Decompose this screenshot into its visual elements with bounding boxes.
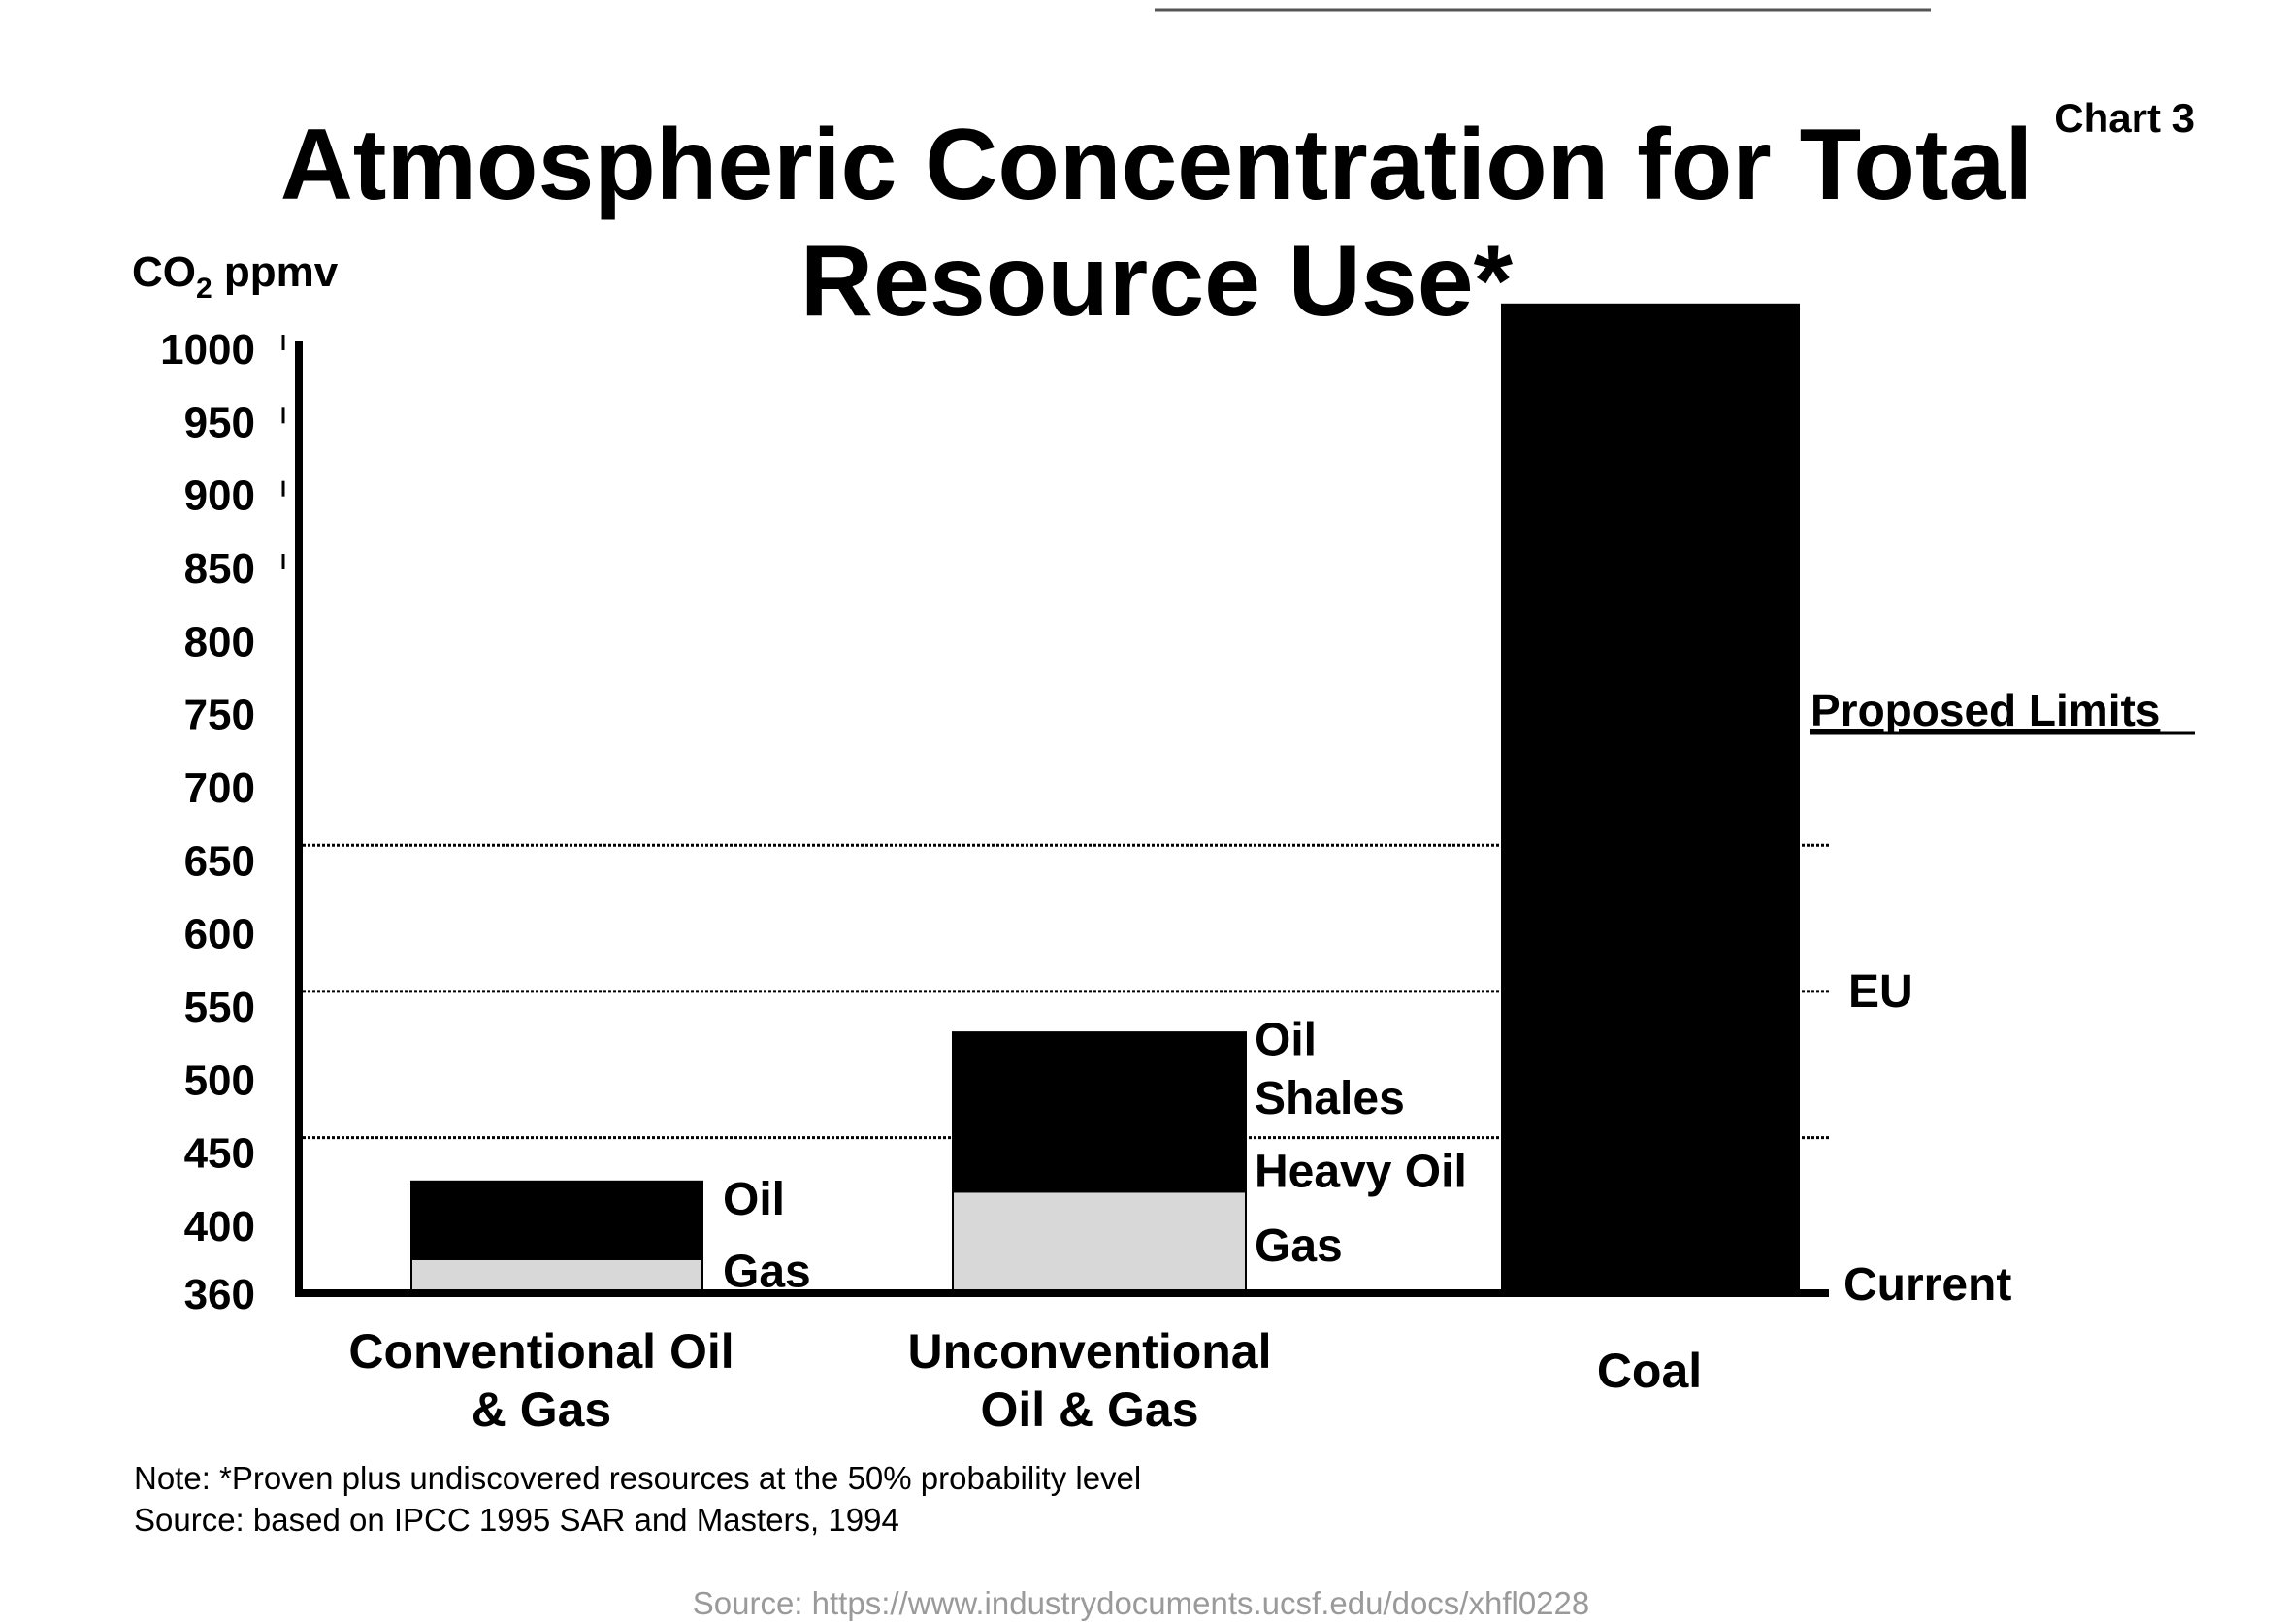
current-baseline-label: Current xyxy=(1843,1259,2011,1311)
segment-label: Oil xyxy=(1255,1015,1317,1066)
y-tick-label: 850 xyxy=(184,545,255,593)
chart-title-line-2: Resource Use* xyxy=(800,225,1514,338)
y-axis-label-main: CO xyxy=(132,248,196,296)
bar-segment xyxy=(1501,303,1800,1294)
category-label: Conventional Oil xyxy=(348,1324,734,1379)
y-tick-label: 1000 xyxy=(160,326,255,374)
segment-label: Heavy Oil xyxy=(1255,1146,1467,1197)
category-label: Unconventional xyxy=(907,1324,1271,1379)
y-tick-label: 650 xyxy=(184,837,255,885)
chart-number-label: Chart 3 xyxy=(2054,95,2195,141)
category-label: Coal xyxy=(1597,1344,1702,1398)
y-axis-ticks: 1000 950 900 850 800 750 700 650 600 550 500 450 400… xyxy=(160,326,285,1318)
bar-segment xyxy=(410,1180,703,1261)
document-source-url: Source: https://www.industrydocuments.uc… xyxy=(693,1585,1589,1621)
segment-label: Gas xyxy=(1255,1220,1343,1272)
y-axis-label-subscript: 2 xyxy=(196,273,212,305)
bar-segment xyxy=(952,1190,1247,1295)
source-note: Source: based on IPCC 1995 SAR and Maste… xyxy=(134,1502,899,1538)
bars xyxy=(410,303,1800,1295)
y-tick-label: 750 xyxy=(184,692,255,739)
y-axis-label: CO2 ppmv xyxy=(132,248,339,305)
y-tick-label: 600 xyxy=(184,911,255,958)
y-tick-label: 500 xyxy=(184,1056,255,1104)
chart-title-line-1: Atmospheric Concentration for Total xyxy=(280,109,2034,221)
y-tick-label: 360 xyxy=(184,1271,255,1318)
y-axis-label-unit: ppmv xyxy=(212,248,339,296)
y-tick-label: 700 xyxy=(184,764,255,812)
y-tick-label: 550 xyxy=(184,984,255,1031)
reference-line-label: EU xyxy=(1848,966,1913,1018)
segment-label: Oil xyxy=(723,1174,785,1225)
y-tick-label: 800 xyxy=(184,618,255,666)
segment-label: Gas xyxy=(723,1246,811,1297)
bar-segment xyxy=(410,1258,703,1294)
bar-segment xyxy=(952,1031,1247,1193)
y-tick-label: 400 xyxy=(184,1203,255,1250)
category-label: & Gas xyxy=(472,1382,612,1437)
segment-label: Shales xyxy=(1255,1073,1405,1124)
segment-labels: Oil Gas Oil Shales Heavy Oil Gas xyxy=(723,1015,1467,1298)
category-label: Oil & Gas xyxy=(980,1382,1198,1437)
y-tick-label: 450 xyxy=(184,1130,255,1178)
y-tick-label: 900 xyxy=(184,472,255,520)
footnote: Note: *Proven plus undiscovered resource… xyxy=(134,1460,1141,1496)
proposed-limits-title: Proposed Limits xyxy=(1810,685,2160,735)
y-tick-label: 950 xyxy=(184,399,255,446)
